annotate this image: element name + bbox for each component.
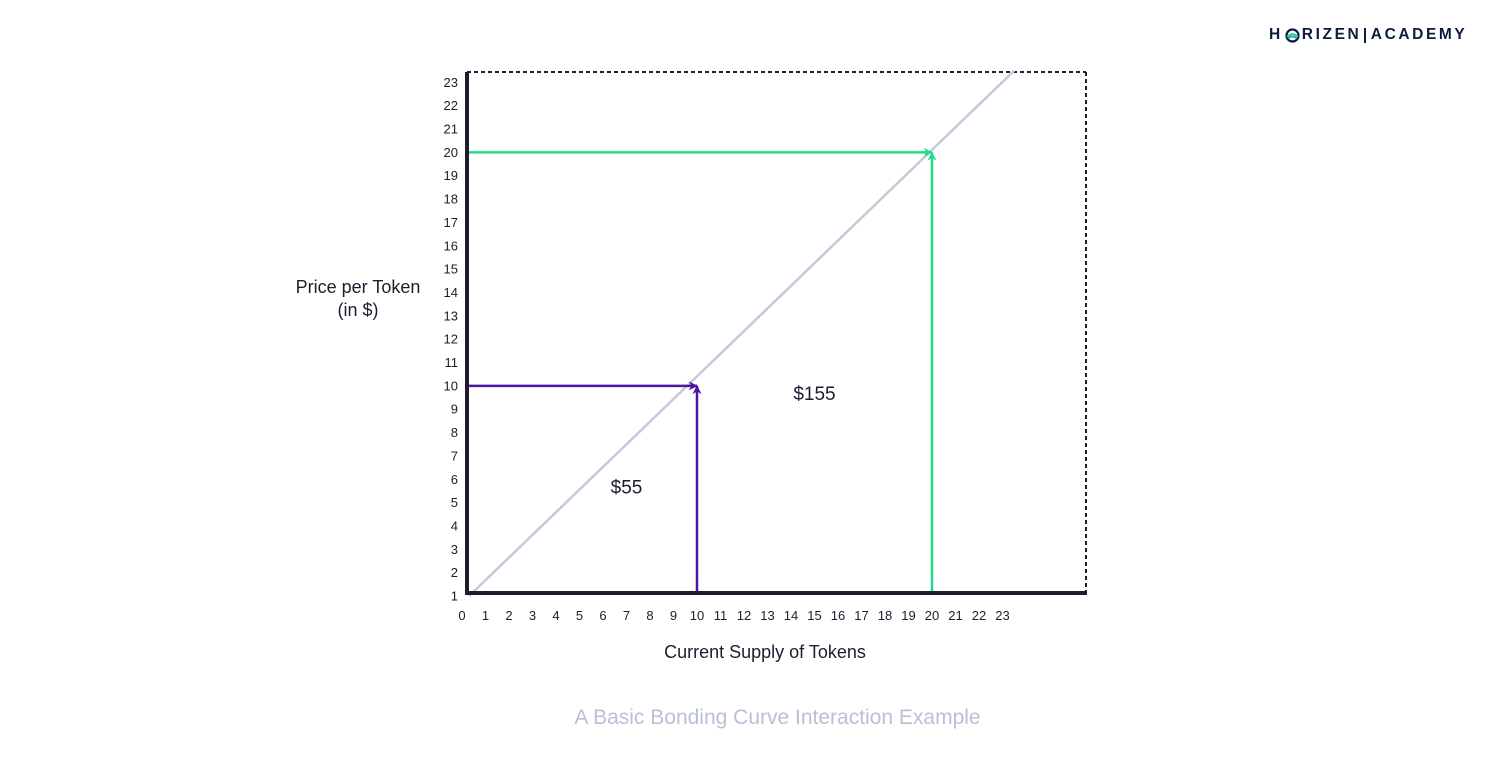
y-tick-label: 22 <box>444 98 458 113</box>
y-axis-label: Price per Token (in $) <box>270 276 446 322</box>
area-annotation: $155 <box>793 384 835 405</box>
x-tick-label: 19 <box>901 608 915 623</box>
x-tick-label: 6 <box>599 608 606 623</box>
x-tick-label: 15 <box>807 608 821 623</box>
x-tick-label: 5 <box>576 608 583 623</box>
x-tick-label: 1 <box>482 608 489 623</box>
y-axis-label-line2: (in $) <box>337 300 379 320</box>
x-tick-label: 18 <box>878 608 892 623</box>
x-tick-label: 22 <box>972 608 986 623</box>
x-tick-label: 14 <box>784 608 798 623</box>
x-tick-label: 9 <box>670 608 677 623</box>
y-tick-label: 17 <box>444 215 458 230</box>
x-tick-label: 17 <box>854 608 868 623</box>
horizen-o-icon <box>1285 27 1300 43</box>
y-tick-label: 8 <box>451 425 458 440</box>
y-tick-label: 4 <box>451 518 458 533</box>
y-tick-label: 5 <box>451 495 458 510</box>
x-tick-label: 10 <box>690 608 704 623</box>
y-tick-label: 7 <box>451 448 458 463</box>
y-tick-label: 14 <box>444 285 458 300</box>
y-tick-label: 12 <box>444 332 458 347</box>
y-tick-label: 3 <box>451 542 458 557</box>
y-tick-label: 1 <box>451 589 458 604</box>
y-tick-label: 15 <box>444 262 458 277</box>
x-tick-label: 4 <box>552 608 559 623</box>
y-axis-label-line1: Price per Token <box>295 277 421 297</box>
x-tick-label: 11 <box>714 608 728 623</box>
y-tick-label: 11 <box>445 355 459 370</box>
chart-title-caption: A Basic Bonding Curve Interaction Exampl… <box>574 706 981 729</box>
y-tick-label: 6 <box>451 472 458 487</box>
logo-text-h: H <box>1269 26 1283 43</box>
x-tick-label: 16 <box>831 608 845 623</box>
area-annotation: $55 <box>611 477 643 498</box>
x-tick-label: 13 <box>760 608 774 623</box>
y-tick-label: 23 <box>444 75 458 90</box>
x-tick-label: 8 <box>646 608 653 623</box>
y-tick-label: 9 <box>451 402 458 417</box>
y-tick-label: 16 <box>444 238 458 253</box>
horizen-academy-logo: H RIZEN ACADEMY <box>1269 24 1479 46</box>
logo-divider <box>1364 27 1366 43</box>
x-tick-label: 12 <box>737 608 751 623</box>
logo-text-academy: ACADEMY <box>1370 26 1468 43</box>
y-tick-label: 13 <box>444 308 458 323</box>
x-tick-label: 23 <box>995 608 1009 623</box>
x-tick-label: 2 <box>505 608 512 623</box>
bonding-curve-line-0 <box>468 69 1016 597</box>
y-tick-label: 18 <box>444 192 458 207</box>
logo-text-rizen: RIZEN <box>1301 26 1362 43</box>
x-tick-label: 0 <box>458 608 465 623</box>
x-tick-label: 21 <box>948 608 962 623</box>
y-tick-label: 20 <box>444 145 458 160</box>
y-tick-label: 19 <box>444 168 458 183</box>
y-tick-label: 21 <box>444 122 458 137</box>
y-tick-label: 10 <box>444 378 458 393</box>
x-tick-label: 3 <box>529 608 536 623</box>
x-tick-label: 7 <box>623 608 630 623</box>
x-axis-label: Current Supply of Tokens <box>664 642 866 662</box>
x-tick-label: 20 <box>925 608 939 623</box>
y-tick-label: 2 <box>451 565 458 580</box>
